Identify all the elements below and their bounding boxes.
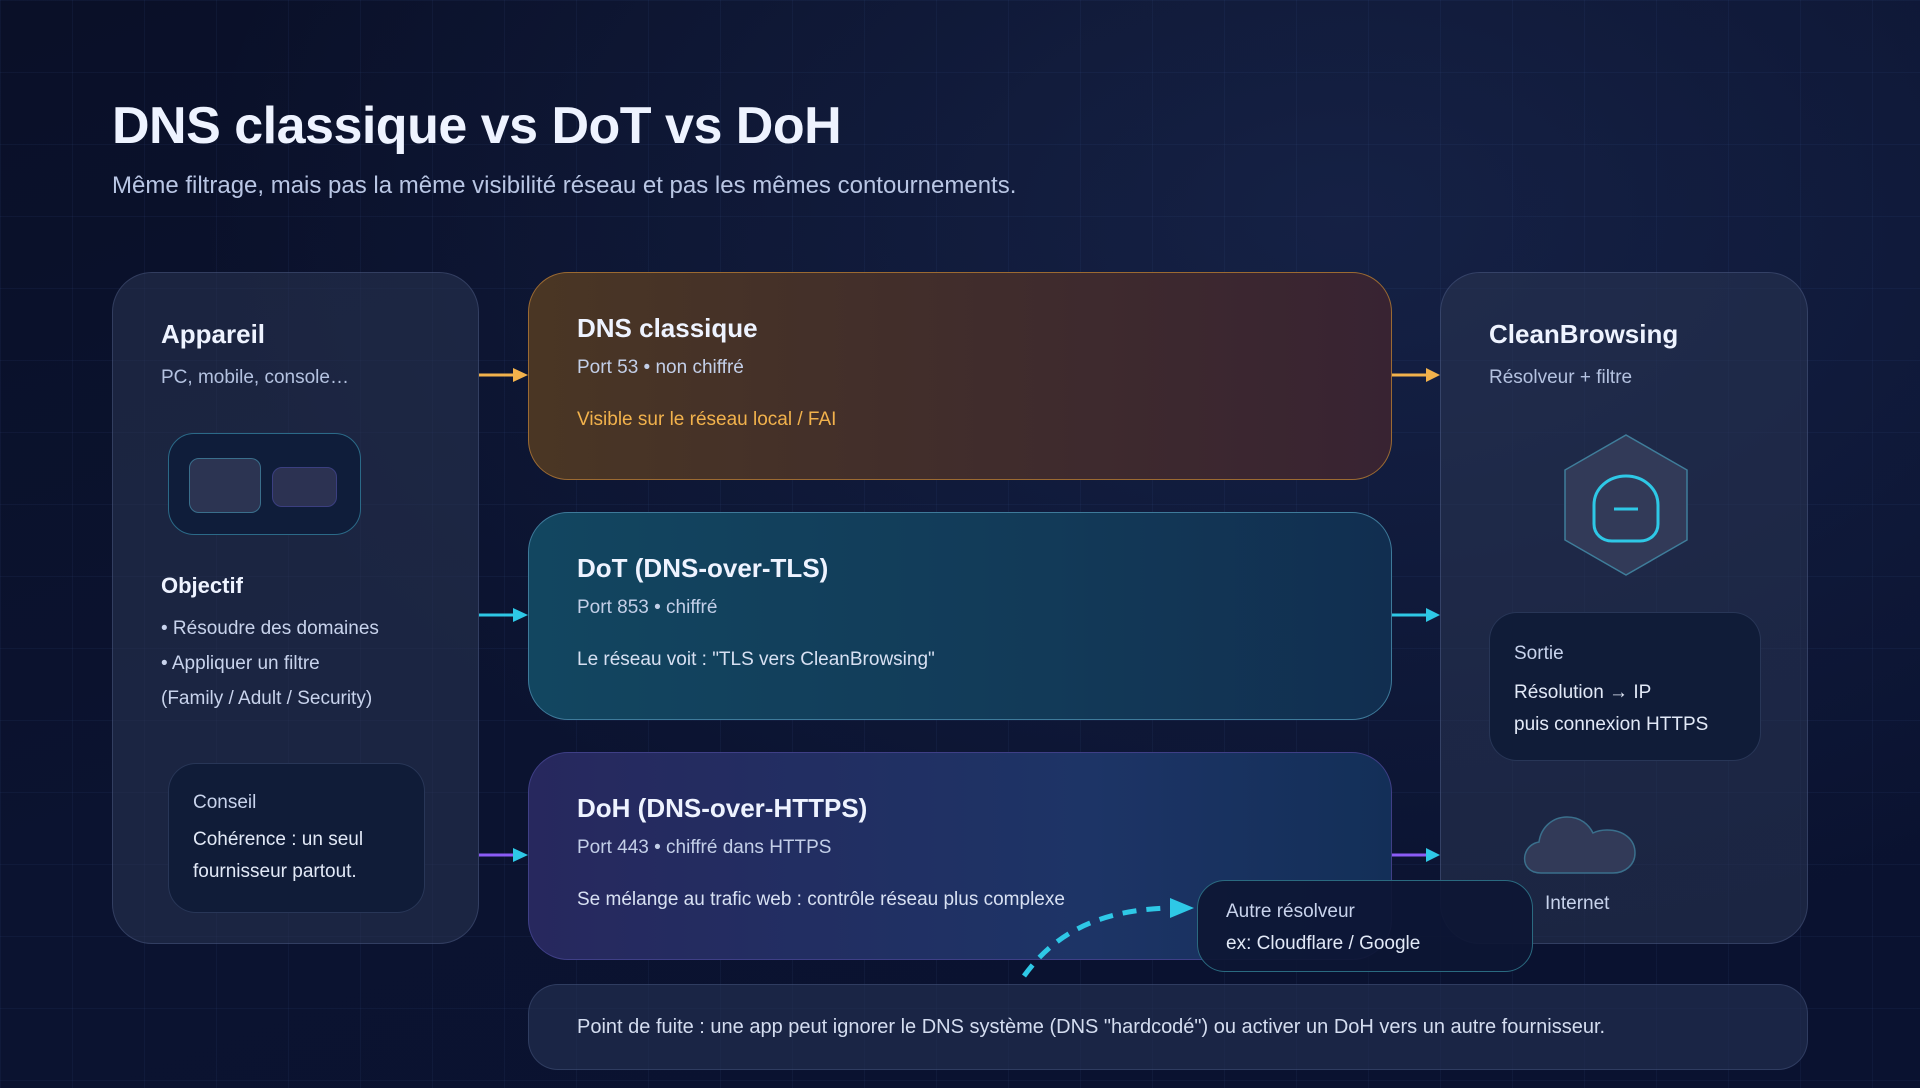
tip-line: fournisseur partout.	[193, 861, 357, 882]
arrow-dns-out	[1392, 368, 1440, 382]
leak-banner-text: Point de fuite : une app peut ignorer le…	[577, 1016, 1606, 1038]
card-port: Port 853 • chiffré	[577, 597, 718, 618]
tip-line: Cohérence : un seul	[193, 829, 364, 850]
arrow-dot-out	[1392, 608, 1440, 622]
device-panel: Appareil PC, mobile, console… Objectif •…	[112, 272, 479, 944]
leak-banner: Point de fuite : une app peut ignorer le…	[528, 984, 1808, 1070]
alt-resolver-box: Autre résolveur ex: Cloudflare / Google	[1197, 880, 1533, 972]
resolver-panel: CleanBrowsing Résolveur + filtre Sortie …	[1440, 272, 1808, 944]
arrow-dot-in	[479, 608, 528, 622]
arrow-doh-in	[479, 848, 528, 862]
card-title: DoH (DNS-over-HTTPS)	[577, 793, 868, 823]
card-note: Visible sur le réseau local / FAI	[577, 409, 837, 430]
card-dns-classique: DNS classique Port 53 • non chiffré Visi…	[528, 272, 1392, 480]
output-box: Sortie Résolution → IP puis connexion HT…	[1489, 612, 1761, 761]
output-line: Résolution → IP	[1514, 682, 1652, 703]
card-title: DoT (DNS-over-TLS)	[577, 553, 829, 583]
objective-title: Objectif	[161, 573, 243, 598]
card-note: Se mélange au trafic web : contrôle rése…	[577, 889, 1065, 910]
alt-resolver-line: Autre résolveur	[1226, 901, 1355, 922]
device-icon	[168, 433, 361, 535]
output-label: Sortie	[1514, 643, 1564, 664]
resolver-panel-title: CleanBrowsing	[1489, 319, 1679, 349]
tip-label: Conseil	[193, 792, 257, 813]
device-phone-icon	[272, 467, 337, 507]
internet-label: Internet	[1545, 893, 1610, 914]
page-title: DNS classique vs DoT vs DoH	[112, 97, 842, 155]
arrow-dns-in	[479, 368, 528, 382]
objective-item: • Résoudre des domaines	[161, 618, 379, 639]
arrow-doh-out	[1392, 848, 1440, 862]
alt-resolver-line: ex: Cloudflare / Google	[1226, 933, 1421, 954]
output-line: puis connexion HTTPS	[1514, 714, 1709, 735]
card-title: DNS classique	[577, 313, 758, 343]
device-panel-subtitle: PC, mobile, console…	[161, 367, 349, 388]
device-screen-icon	[189, 458, 261, 513]
card-dot: DoT (DNS-over-TLS) Port 853 • chiffré Le…	[528, 512, 1392, 720]
device-panel-title: Appareil	[161, 319, 266, 349]
card-port: Port 53 • non chiffré	[577, 357, 744, 378]
bypass-arrow	[1021, 898, 1194, 978]
objective-item: • Appliquer un filtre	[161, 653, 320, 674]
card-port: Port 443 • chiffré dans HTTPS	[577, 837, 832, 858]
page-subtitle: Même filtrage, mais pas la même visibili…	[112, 172, 1017, 199]
cloud-icon	[1523, 816, 1636, 874]
shield-filter-icon	[1564, 434, 1688, 576]
card-note: Le réseau voit : "TLS vers CleanBrowsing…	[577, 649, 935, 670]
objective-item: (Family / Adult / Security)	[161, 688, 373, 709]
resolver-panel-subtitle: Résolveur + filtre	[1489, 367, 1633, 388]
tip-box: Conseil Cohérence : un seul fournisseur …	[168, 763, 425, 913]
